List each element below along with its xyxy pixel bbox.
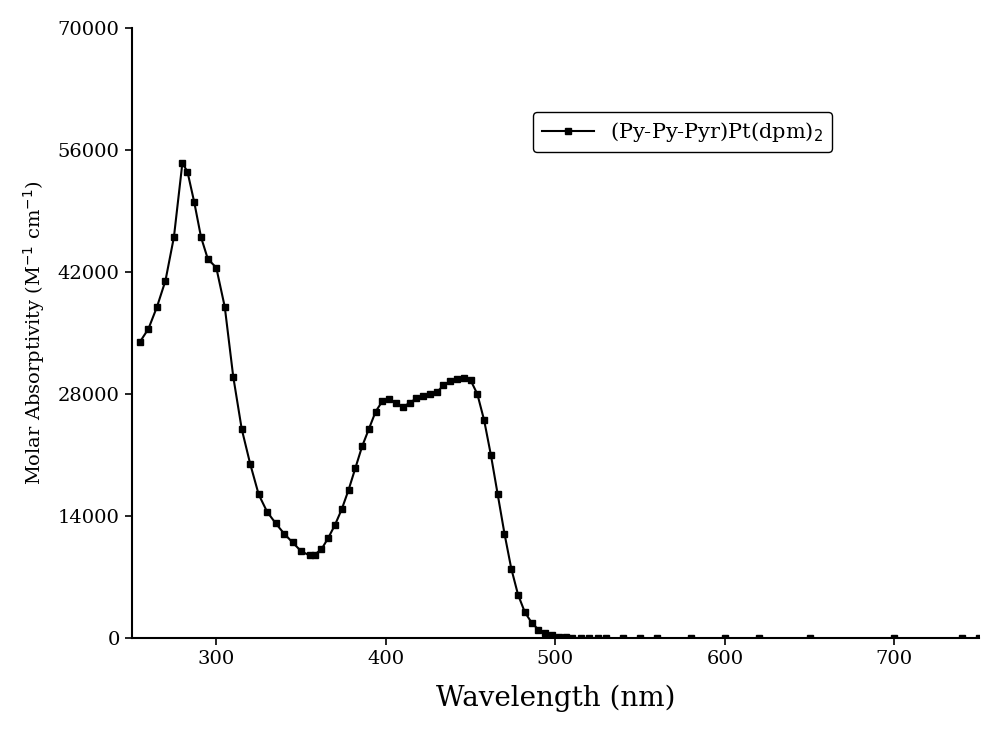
(Py-Py-Pyr)Pt(dpm)$_2$ (134, 337, 146, 346)
Line: (Py-Py-Pyr)Pt(dpm)$_2$: (Py-Py-Pyr)Pt(dpm)$_2$ (137, 160, 983, 642)
(Py-Py-Pyr)Pt(dpm)$_2$ (176, 158, 188, 167)
(Py-Py-Pyr)Pt(dpm)$_2$ (566, 633, 578, 642)
(Py-Py-Pyr)Pt(dpm)$_2$ (583, 634, 595, 643)
Y-axis label: Molar Absorptivity (M$^{-1}$ cm$^{-1}$): Molar Absorptivity (M$^{-1}$ cm$^{-1}$) (21, 181, 47, 485)
(Py-Py-Pyr)Pt(dpm)$_2$ (560, 633, 572, 642)
(Py-Py-Pyr)Pt(dpm)$_2$ (651, 634, 663, 643)
(Py-Py-Pyr)Pt(dpm)$_2$ (973, 634, 985, 643)
Legend: (Py-Py-Pyr)Pt(dpm)$_2$: (Py-Py-Pyr)Pt(dpm)$_2$ (533, 111, 832, 152)
(Py-Py-Pyr)Pt(dpm)$_2$ (188, 198, 200, 207)
(Py-Py-Pyr)Pt(dpm)$_2$ (546, 631, 558, 640)
X-axis label: Wavelength (nm): Wavelength (nm) (436, 685, 675, 712)
(Py-Py-Pyr)Pt(dpm)$_2$ (685, 634, 697, 643)
